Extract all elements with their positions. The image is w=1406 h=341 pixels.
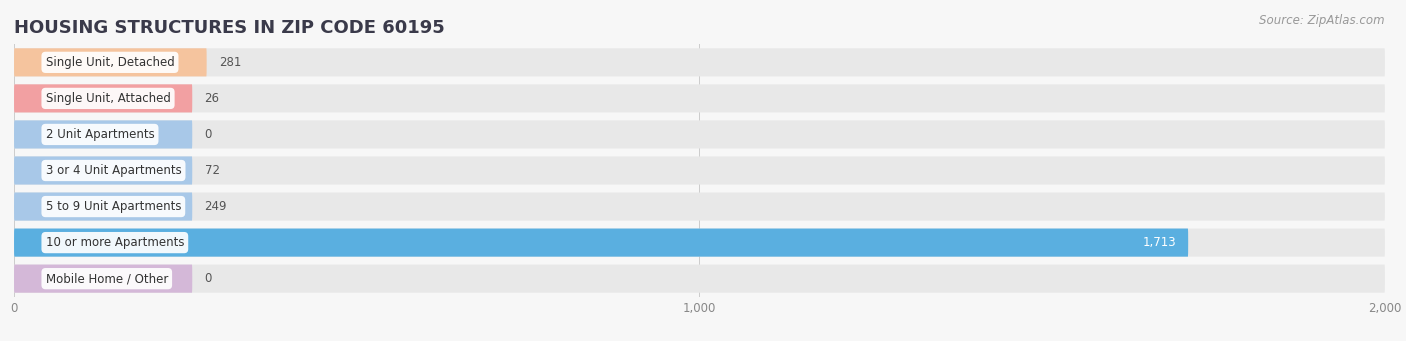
Text: 5 to 9 Unit Apartments: 5 to 9 Unit Apartments <box>45 200 181 213</box>
FancyBboxPatch shape <box>14 84 1385 113</box>
Text: 26: 26 <box>205 92 219 105</box>
FancyBboxPatch shape <box>14 192 1385 221</box>
FancyBboxPatch shape <box>14 265 1385 293</box>
Text: 249: 249 <box>205 200 228 213</box>
FancyBboxPatch shape <box>14 120 1385 149</box>
Text: Source: ZipAtlas.com: Source: ZipAtlas.com <box>1260 14 1385 27</box>
FancyBboxPatch shape <box>14 265 193 293</box>
FancyBboxPatch shape <box>14 48 1385 76</box>
Text: 72: 72 <box>205 164 219 177</box>
Text: HOUSING STRUCTURES IN ZIP CODE 60195: HOUSING STRUCTURES IN ZIP CODE 60195 <box>14 19 444 37</box>
Text: 281: 281 <box>219 56 242 69</box>
Text: 0: 0 <box>205 128 212 141</box>
Text: Single Unit, Attached: Single Unit, Attached <box>45 92 170 105</box>
FancyBboxPatch shape <box>14 228 1385 257</box>
FancyBboxPatch shape <box>14 48 207 76</box>
FancyBboxPatch shape <box>14 157 193 184</box>
FancyBboxPatch shape <box>14 228 1188 257</box>
Text: 10 or more Apartments: 10 or more Apartments <box>45 236 184 249</box>
FancyBboxPatch shape <box>14 120 193 149</box>
Text: Mobile Home / Other: Mobile Home / Other <box>45 272 167 285</box>
FancyBboxPatch shape <box>14 192 193 221</box>
FancyBboxPatch shape <box>14 84 193 113</box>
Text: Single Unit, Detached: Single Unit, Detached <box>45 56 174 69</box>
Text: 2 Unit Apartments: 2 Unit Apartments <box>45 128 155 141</box>
Text: 1,713: 1,713 <box>1142 236 1175 249</box>
FancyBboxPatch shape <box>14 157 1385 184</box>
Text: 3 or 4 Unit Apartments: 3 or 4 Unit Apartments <box>45 164 181 177</box>
Text: 0: 0 <box>205 272 212 285</box>
